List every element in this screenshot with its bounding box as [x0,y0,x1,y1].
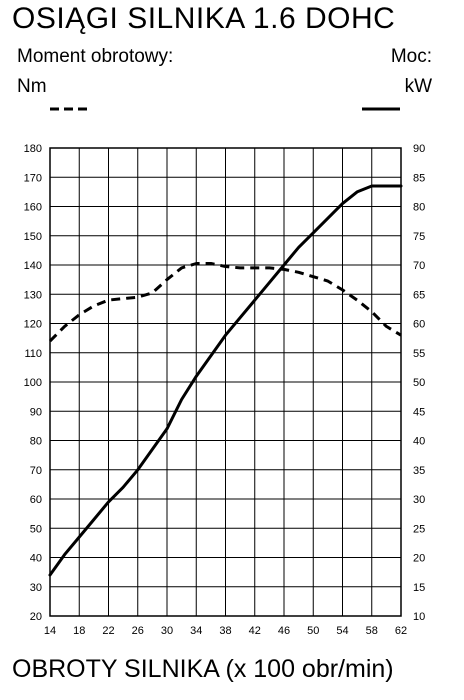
x-tick-label: 30 [161,625,173,637]
x-tick-label: 34 [190,625,202,637]
x-tick-label: 58 [366,625,378,637]
y-left-tick-label: 60 [30,494,42,506]
y-right-tick-label: 20 [413,553,425,565]
x-tick-label: 50 [307,625,319,637]
right-axis-caption: Moc: [390,46,432,67]
x-axis-title: OBROTY SILNIKA (x 100 obr/min) [12,655,394,683]
y-right-tick-label: 65 [413,289,425,301]
series-lines [48,184,403,577]
y-left-tick-label: 180 [24,143,42,155]
left-axis-unit: Nm [17,76,47,97]
plot-frame [49,147,402,617]
x-tick-label: 22 [102,625,114,637]
x-tick-label: 26 [132,625,144,637]
y-left-tick-label: 20 [30,611,42,623]
y-right-tick-label: 55 [413,348,425,360]
x-tick-label: 54 [336,625,348,637]
x-tick-label: 46 [278,625,290,637]
y-right-tick-label: 80 [413,202,425,214]
y-left-tick-label: 150 [24,231,42,243]
x-tick-label: 18 [73,625,85,637]
y-right-tick-label: 30 [413,494,425,506]
tick-labels: 20 30 40 50 60 70 80 90 100 110 120 130 140 150 160 170… [24,143,426,637]
left-axis-caption: Moment obrotowy: [17,46,174,67]
x-tick-label: 62 [395,625,407,637]
y-left-tick-label: 110 [24,348,42,360]
y-right-tick-label: 50 [413,377,425,389]
torque-line [48,262,402,343]
y-left-tick-label: 50 [30,523,42,535]
y-left-tick-label: 40 [30,553,42,565]
y-left-tick-label: 80 [30,436,42,448]
y-left-tick-label: 140 [24,260,42,272]
y-right-tick-label: 90 [413,143,425,155]
y-left-tick-label: 170 [24,172,42,184]
y-left-tick-label: 130 [24,289,42,301]
x-tick-label: 42 [249,625,261,637]
y-left-tick-label: 90 [30,406,42,418]
y-left-tick-label: 120 [24,319,42,331]
y-left-tick-label: 70 [30,465,42,477]
y-right-tick-label: 15 [413,582,425,594]
y-right-tick-label: 10 [413,611,425,623]
y-right-tick-label: 70 [413,260,425,272]
y-right-tick-label: 85 [413,172,425,184]
y-left-tick-label: 160 [24,202,42,214]
y-right-tick-label: 35 [413,465,425,477]
y-right-tick-label: 45 [413,406,425,418]
y-right-tick-label: 25 [413,523,425,535]
chart-title: OSIĄGI SILNIKA 1.6 DOHC [12,2,396,35]
power-line [48,184,403,577]
y-right-tick-label: 75 [413,231,425,243]
x-tick-label: 38 [219,625,231,637]
grid [49,147,402,617]
y-right-tick-label: 60 [413,319,425,331]
y-left-tick-label: 30 [30,582,42,594]
y-left-tick-label: 100 [24,377,42,389]
right-axis-unit: kW [404,76,432,97]
y-right-tick-label: 40 [413,436,425,448]
x-tick-label: 14 [44,625,56,637]
